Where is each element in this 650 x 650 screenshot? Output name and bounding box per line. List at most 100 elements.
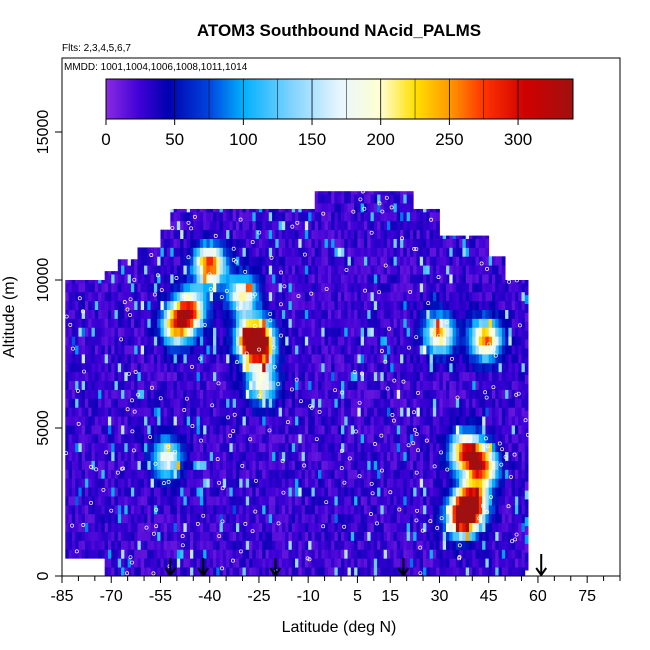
heatmap-cell — [298, 336, 303, 346]
heatmap-cell — [183, 540, 188, 550]
heatmap-cell — [258, 487, 263, 497]
heatmap-cell — [314, 282, 319, 293]
heatmap-cell — [337, 478, 342, 488]
heatmap-cell — [400, 336, 404, 346]
heatmap-cell — [403, 318, 408, 328]
heatmap-cell — [134, 345, 138, 355]
heatmap-cell — [186, 220, 191, 231]
heatmap-cell — [262, 558, 266, 568]
heatmap-cell — [140, 274, 145, 284]
heatmap-cell — [68, 504, 73, 515]
heatmap-cell — [409, 247, 414, 257]
heatmap-cell — [383, 513, 388, 524]
heatmap-cell — [334, 229, 339, 239]
heatmap-cell — [442, 549, 447, 559]
heatmap-cell — [226, 540, 230, 550]
heatmap-cell — [275, 229, 280, 239]
heatmap-cell — [75, 389, 79, 399]
heatmap-cell — [124, 513, 129, 524]
heatmap-cell — [262, 433, 266, 444]
heatmap-cell — [341, 558, 345, 568]
heatmap-cell — [150, 451, 155, 461]
heatmap-cell — [393, 336, 398, 346]
heatmap-cell — [206, 345, 211, 355]
heatmap-cell — [291, 504, 296, 515]
heatmap-cell — [114, 362, 119, 373]
heatmap-cell — [242, 309, 247, 319]
heatmap-cell — [107, 567, 112, 576]
heatmap-cell — [160, 309, 165, 319]
heatmap-cell — [150, 345, 155, 355]
heatmap-cell — [199, 327, 204, 337]
heatmap-cell — [393, 389, 398, 399]
heatmap-cell — [84, 425, 89, 435]
heatmap-cell — [363, 567, 368, 576]
heatmap-cell — [318, 398, 322, 408]
heatmap-cell — [406, 398, 411, 408]
heatmap-cell — [272, 478, 276, 488]
heatmap-cell — [386, 194, 391, 204]
heatmap-cell — [265, 549, 270, 559]
heatmap-cell — [344, 460, 348, 470]
heatmap-cell — [121, 558, 125, 568]
heatmap-cell — [406, 487, 411, 497]
heatmap-cell — [160, 380, 165, 390]
heatmap-cell — [153, 496, 158, 506]
heatmap-cell — [357, 327, 362, 337]
heatmap-cell — [278, 256, 283, 266]
heatmap-cell — [436, 433, 440, 444]
heatmap-cell — [232, 398, 237, 408]
heatmap-cell — [229, 522, 234, 532]
heatmap-cell — [301, 558, 306, 568]
heatmap-cell — [199, 469, 204, 479]
heatmap-cell — [432, 345, 437, 355]
heatmap-cell — [235, 211, 240, 222]
heatmap-cell — [137, 282, 142, 293]
heatmap-cell — [272, 389, 276, 399]
heatmap-cell — [311, 469, 316, 479]
heatmap-cell — [288, 451, 293, 461]
heatmap-cell — [406, 194, 411, 204]
heatmap-cell — [373, 371, 378, 382]
heatmap-cell — [459, 478, 463, 488]
heatmap-cell — [124, 327, 129, 337]
heatmap-cell — [413, 220, 417, 231]
heatmap-cell — [111, 300, 115, 310]
heatmap-cell — [377, 291, 381, 302]
heatmap-cell — [373, 354, 378, 364]
heatmap-cell — [176, 380, 181, 390]
heatmap-cell — [107, 442, 112, 453]
heatmap-cell — [360, 211, 365, 222]
heatmap-cell — [321, 191, 325, 195]
heatmap-cell — [403, 416, 408, 426]
heatmap-cell — [406, 282, 411, 293]
heatmap-cell — [301, 496, 306, 506]
heatmap-cell — [180, 425, 184, 435]
heatmap-cell — [117, 460, 122, 470]
heatmap-cell — [229, 451, 234, 461]
heatmap-cell — [291, 274, 296, 284]
heatmap-cell — [278, 469, 283, 479]
heatmap-cell — [278, 229, 283, 239]
heatmap-cell — [245, 211, 250, 222]
heatmap-cell — [321, 203, 325, 213]
heatmap-cell — [383, 327, 388, 337]
heatmap-cell — [347, 274, 352, 284]
heatmap-cell — [429, 336, 434, 346]
heatmap-cell — [367, 300, 371, 310]
heatmap-cell — [406, 220, 411, 231]
heatmap-cell — [252, 220, 257, 231]
heatmap-cell — [465, 549, 470, 559]
heatmap-cell — [265, 425, 270, 435]
heatmap-cell — [318, 238, 322, 248]
heatmap-cell — [180, 354, 184, 364]
heatmap-cell — [206, 433, 211, 444]
heatmap-cell — [354, 265, 358, 275]
heatmap-cell — [324, 469, 329, 479]
heatmap-cell — [409, 345, 414, 355]
heatmap-cell — [291, 522, 296, 532]
heatmap-cell — [406, 345, 411, 355]
heatmap-cell — [104, 291, 109, 302]
heatmap-cell — [183, 531, 188, 541]
heatmap-cell — [403, 487, 408, 497]
